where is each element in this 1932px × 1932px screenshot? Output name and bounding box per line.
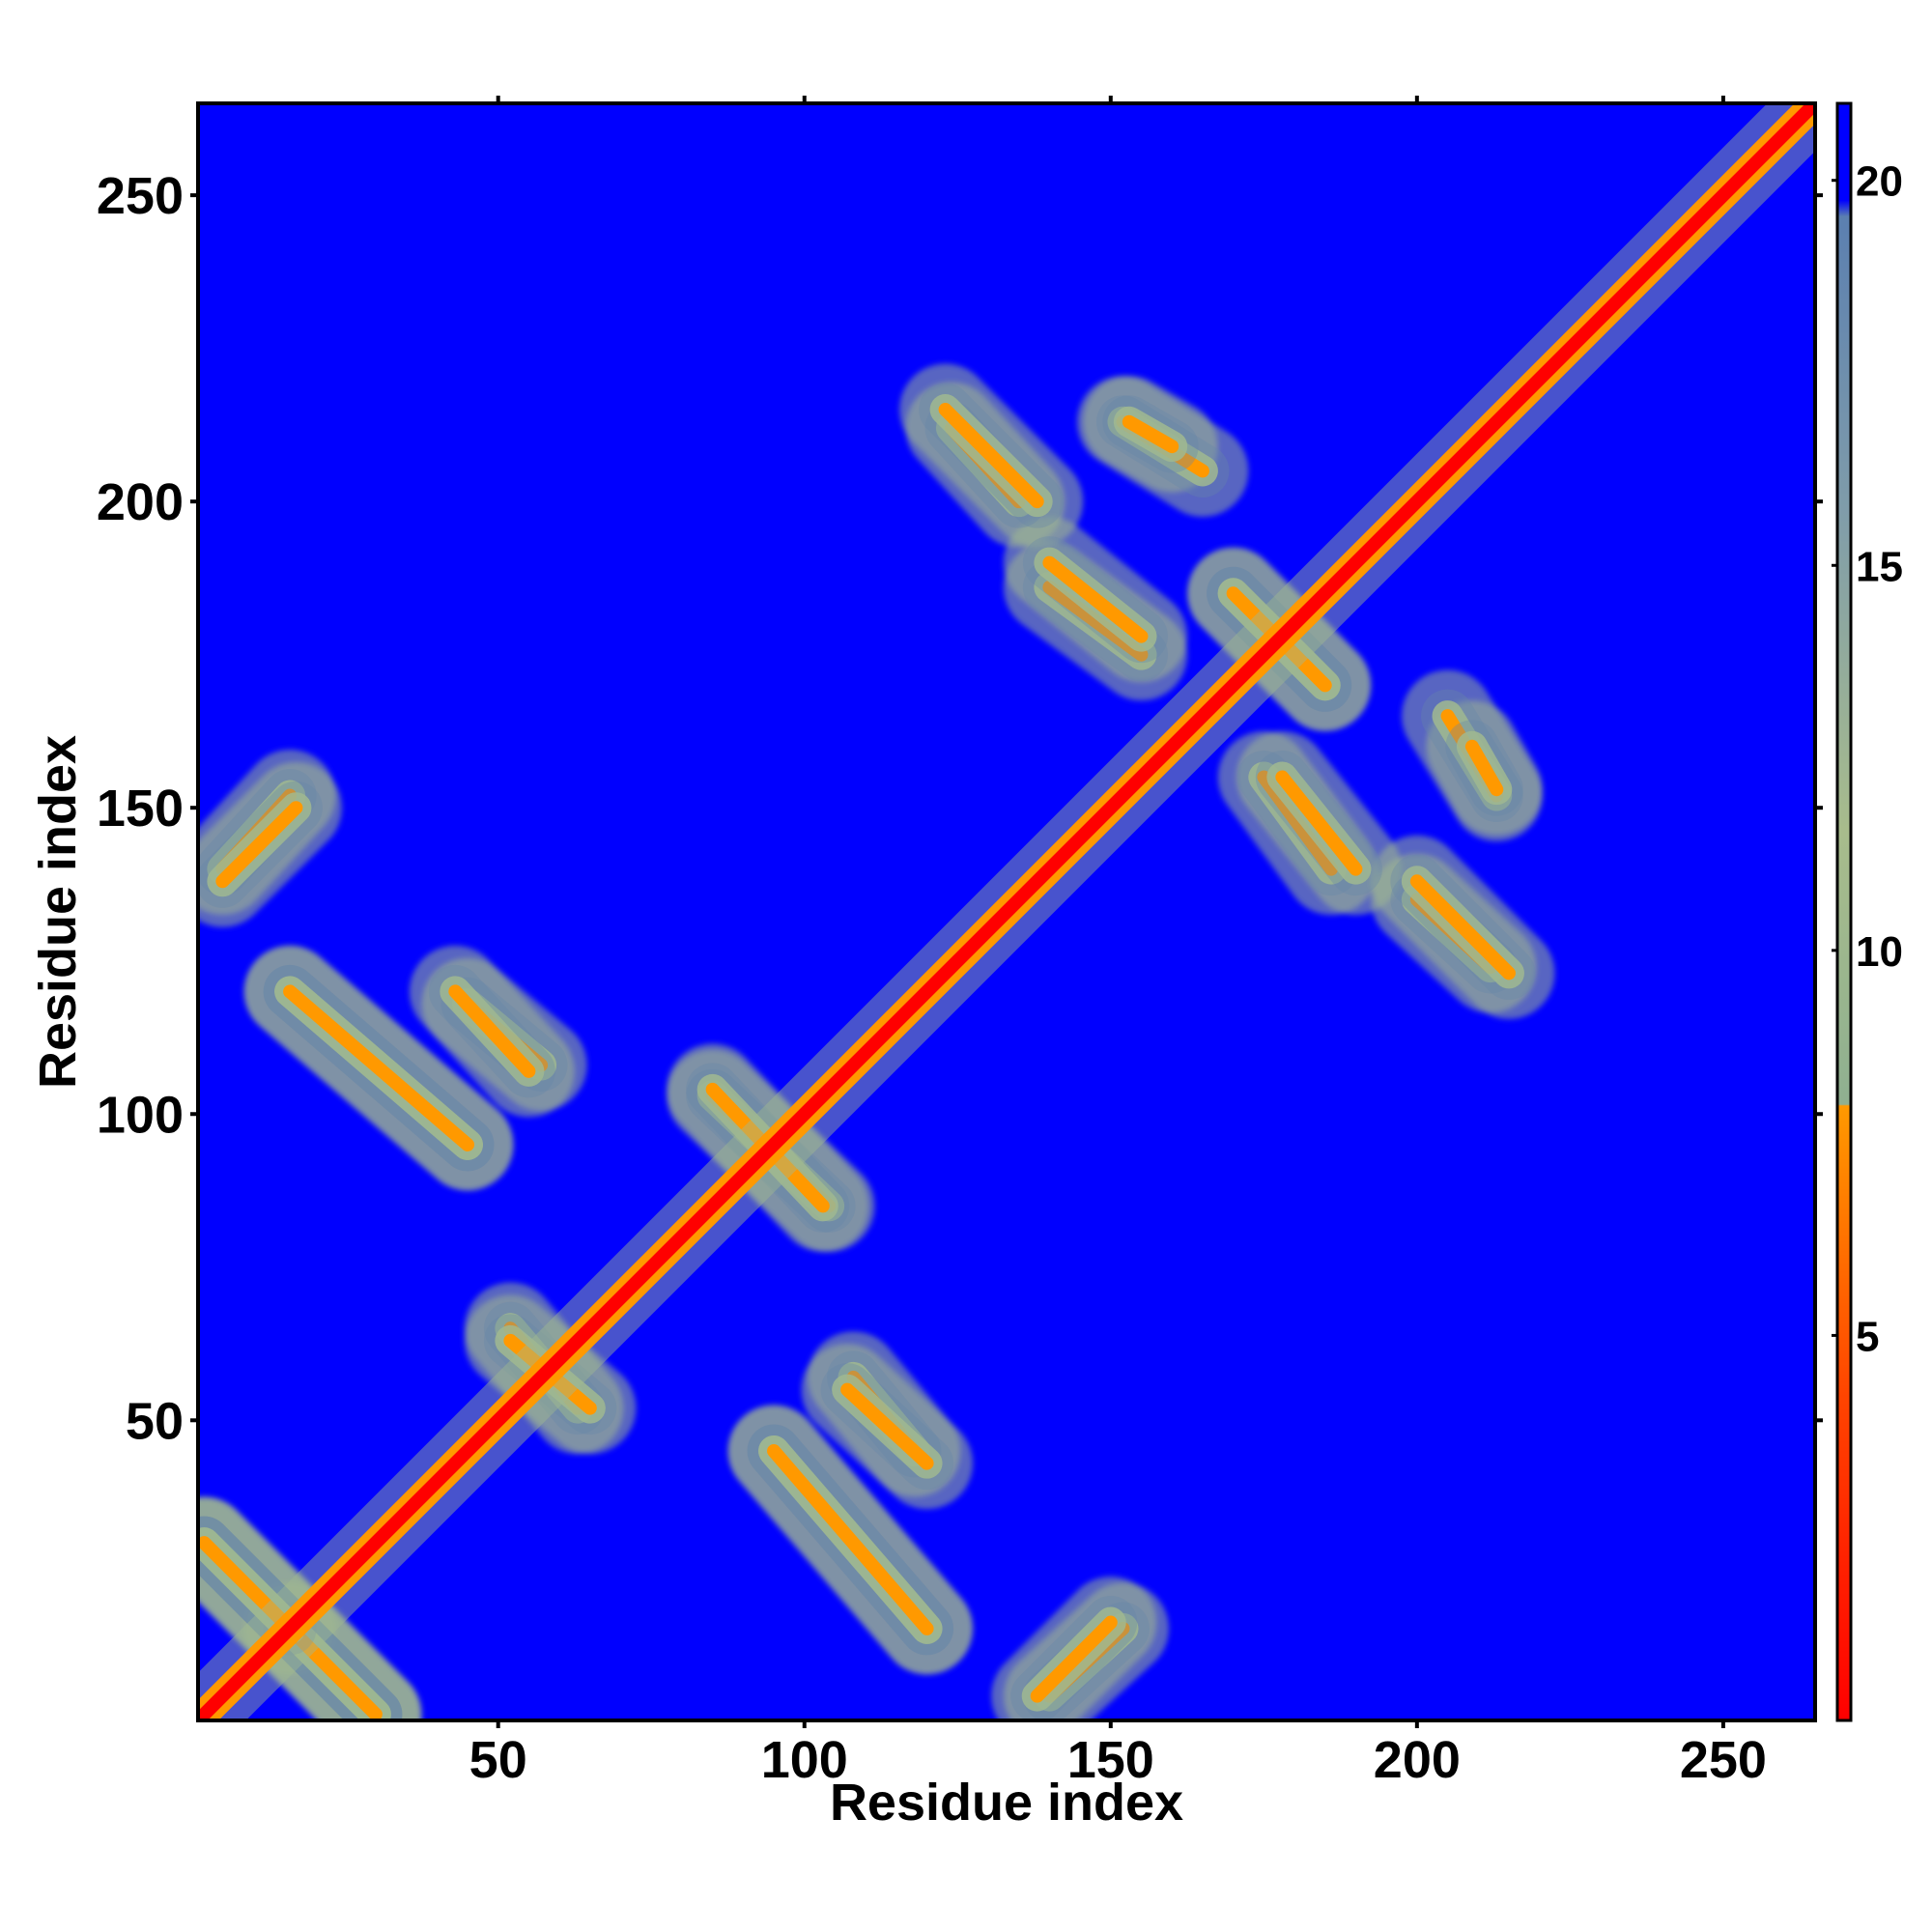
y-tick-label: 250 (97, 167, 184, 225)
contact-band-helix-helix-b (283, 1621, 383, 1720)
plot-area (196, 101, 1817, 1722)
x-axis-title: Residue index (830, 1774, 1183, 1832)
colorbar-gradient (1835, 101, 1853, 1722)
contact-band-helix-helix-b-sym (198, 1536, 298, 1635)
colorbar: 5 10 15 20 (1832, 101, 1903, 1722)
contact-band-helix-helix-p (1409, 874, 1516, 980)
y-tick-label: 150 (97, 780, 184, 838)
contact-band-helix-helix-p-sym (938, 403, 1044, 509)
plot-frame (196, 101, 1817, 1722)
colorbar-tick-label: 20 (1856, 158, 1903, 206)
x-tick-label: 250 (1680, 1731, 1767, 1789)
contact-band-helix-helix-q-sym (1122, 414, 1179, 454)
contact-band-helix-helix-g-sym (283, 984, 474, 1151)
x-tick-label: 200 (1374, 1731, 1461, 1789)
y-tick-label: 100 (97, 1086, 184, 1144)
contact-band-helix-helix-j (1030, 1615, 1118, 1703)
y-axis: 50 100 150 200 250 (97, 167, 1823, 1450)
y-tick-label: 50 (126, 1392, 184, 1450)
contact-band-helix-helix-o (1275, 770, 1363, 876)
y-tick-label: 200 (97, 473, 184, 531)
colorbar-ticks: 5 10 15 20 (1832, 158, 1903, 1360)
colorbar-tick-label: 15 (1856, 543, 1903, 590)
contact-band-helix-helix-h (840, 1382, 934, 1470)
colorbar-tick-label: 5 (1856, 1313, 1879, 1360)
x-axis: 50 100 150 200 250 (469, 96, 1767, 1789)
contact-band-helix-helix-j-sym (215, 801, 303, 889)
diagonal-core (198, 103, 1815, 1720)
contact-band-helix-helix-q (1464, 739, 1504, 797)
y-axis-title: Residue index (29, 735, 87, 1089)
colorbar-tick-label: 10 (1856, 928, 1903, 976)
contact-band-helix-helix-g (767, 1444, 934, 1635)
contact-band-helix-helix-h-sym (448, 984, 536, 1078)
contact-band-helix-helix-o-sym (1042, 555, 1149, 643)
x-tick-label: 50 (469, 1731, 527, 1789)
x-tick-label: 100 (761, 1731, 848, 1789)
x-tick-label: 150 (1067, 1731, 1154, 1789)
diagonal-layer (198, 103, 1815, 1720)
